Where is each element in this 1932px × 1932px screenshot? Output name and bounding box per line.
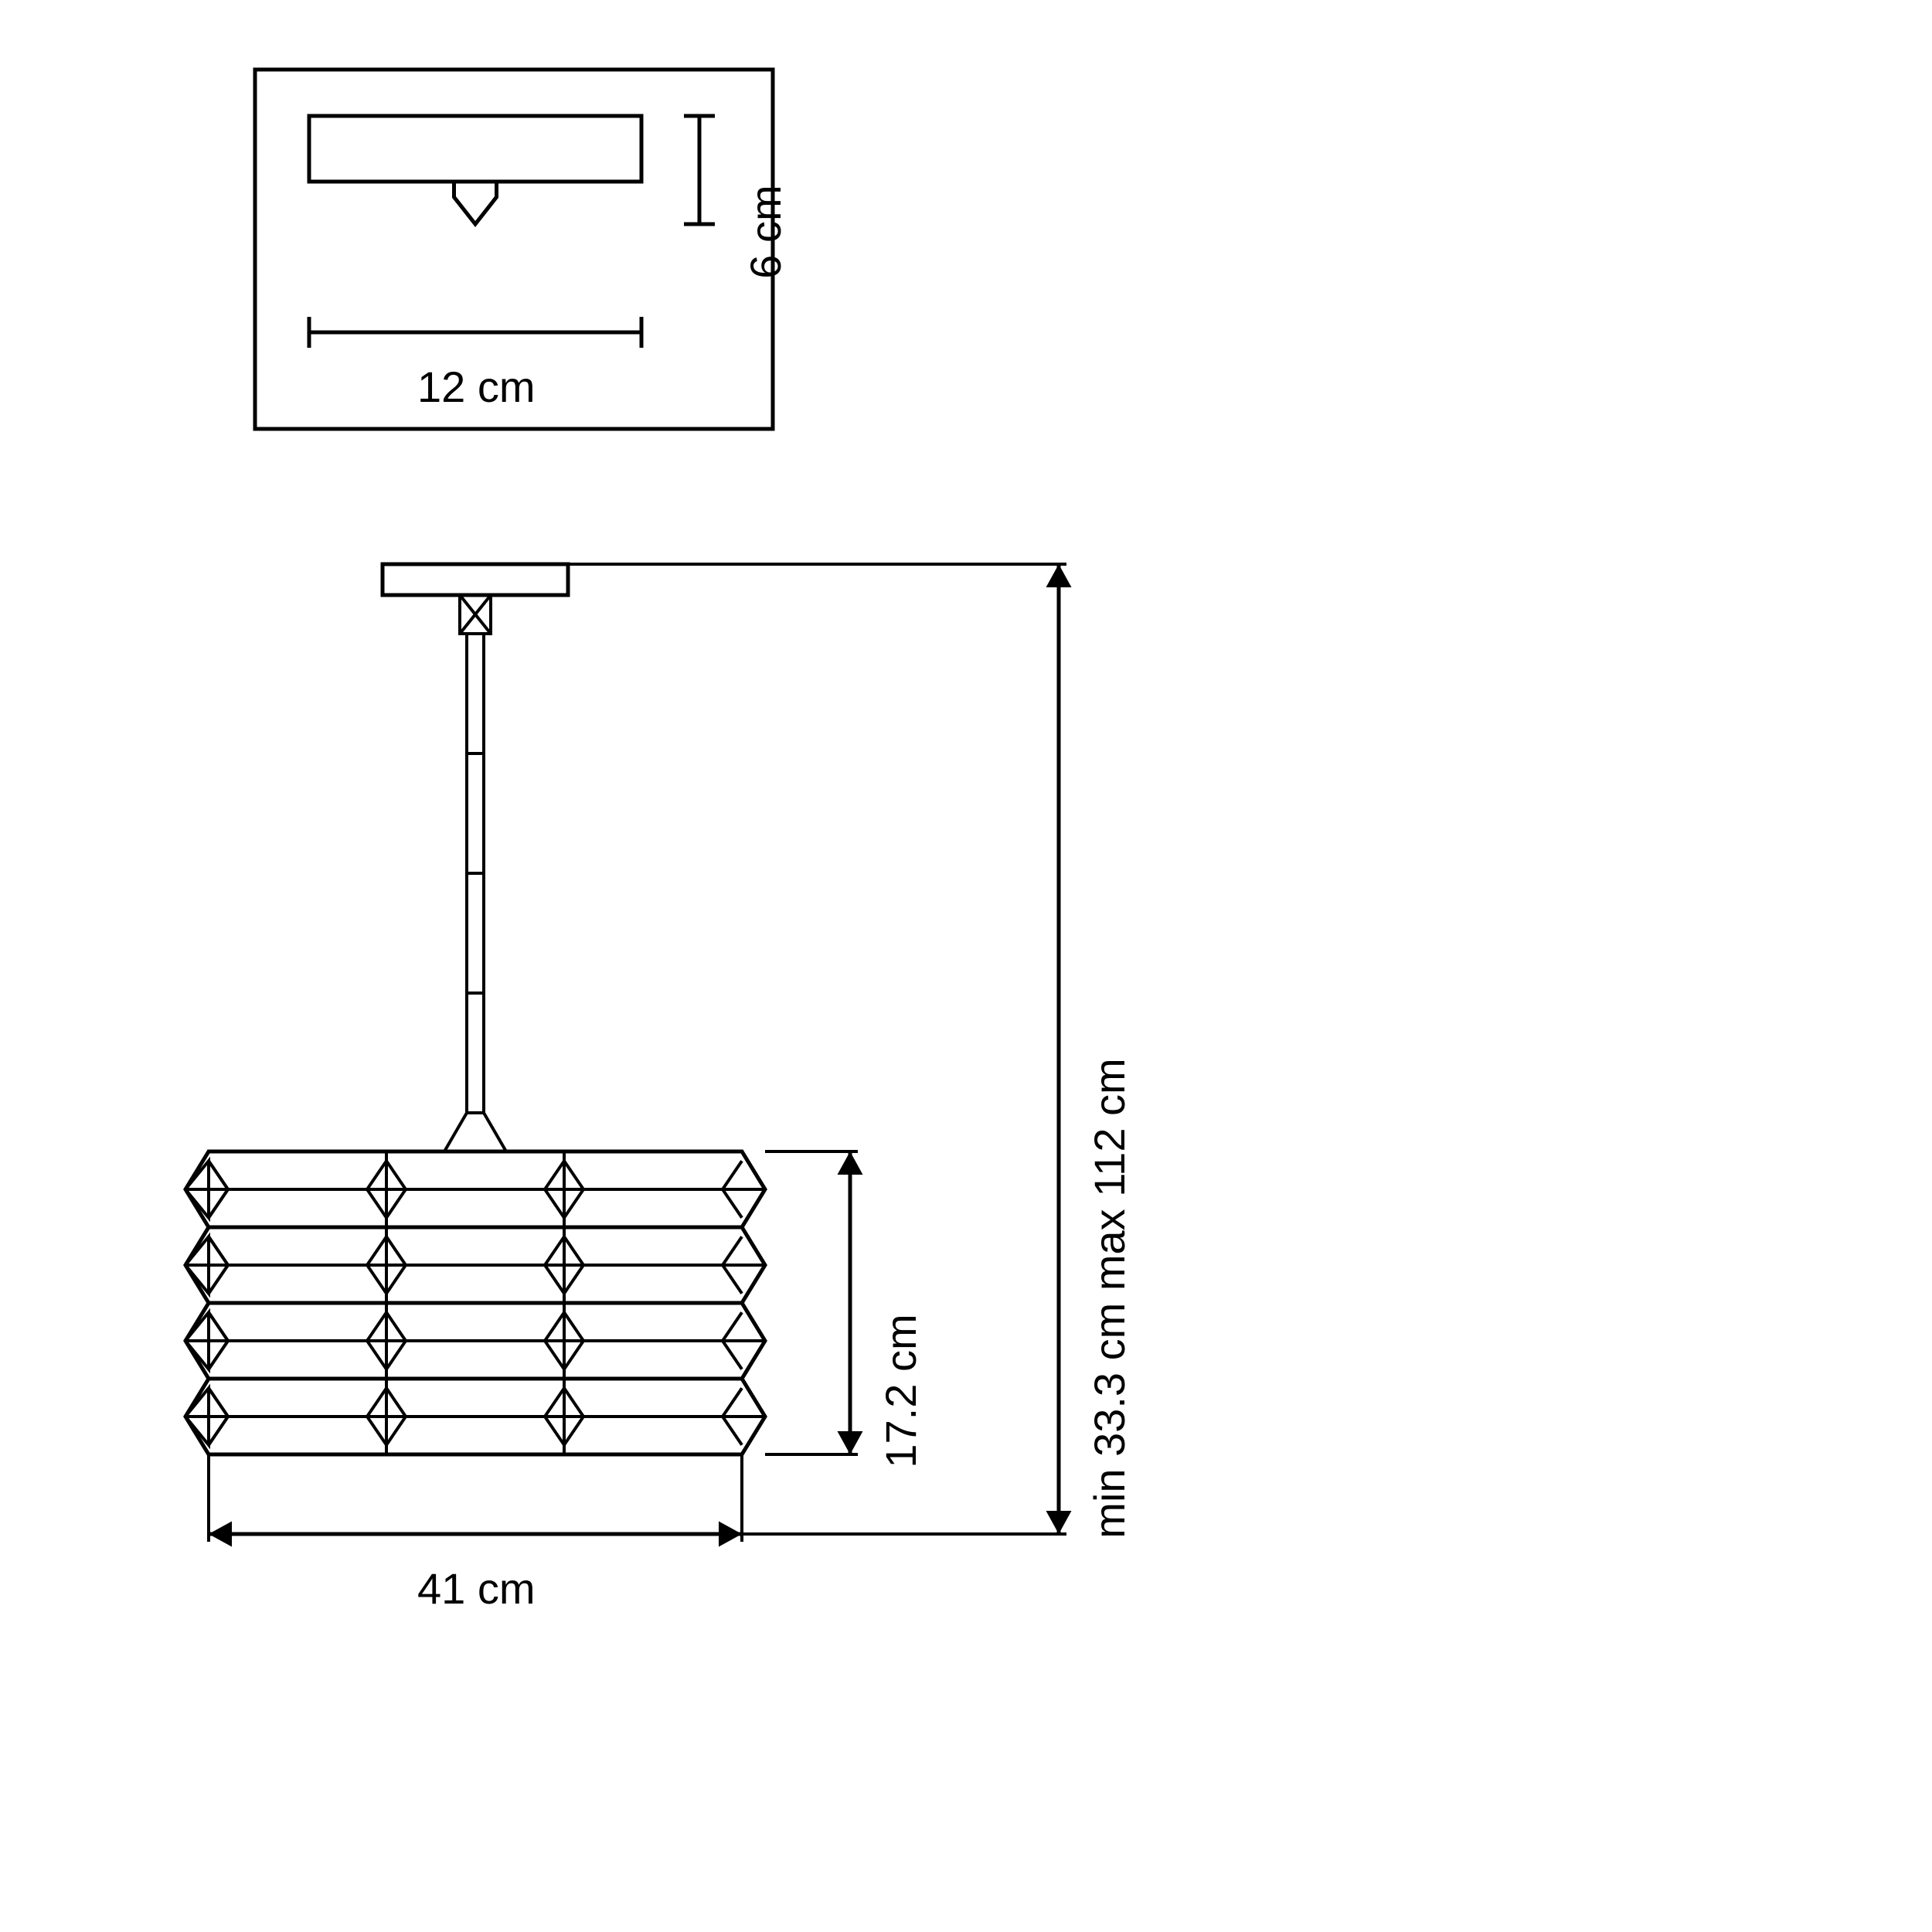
- dim-shade-height: 17.2 cm: [876, 1314, 925, 1468]
- canopy-detail: 12 cm 6 cm: [255, 70, 790, 429]
- dim-canopy-width: 12 cm: [417, 362, 536, 411]
- dim-shade-width: 41 cm: [417, 1564, 536, 1613]
- dim-total-height: min 33.3 cm max 112 cm: [1085, 1058, 1134, 1538]
- dim-canopy-height: 6 cm: [741, 185, 790, 278]
- pendant-shade: [185, 1151, 765, 1454]
- pendant-fixture: 41 cm 17.2 cm min 33.3 cm max 112 cm: [185, 564, 1134, 1613]
